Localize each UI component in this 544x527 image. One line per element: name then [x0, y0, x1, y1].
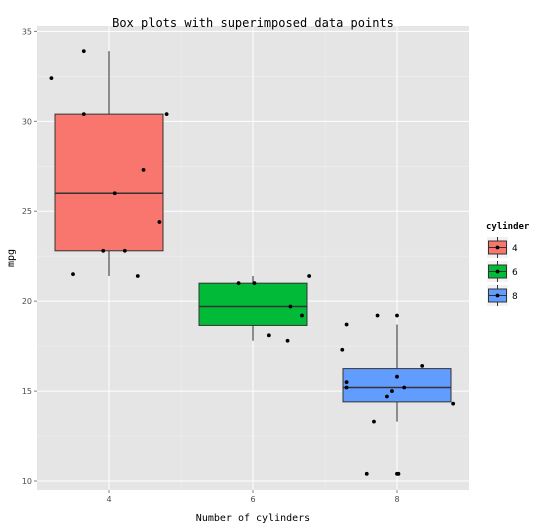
legend-label: 8: [512, 292, 518, 302]
y-tick-label: 35: [22, 27, 32, 36]
data-point: [300, 313, 304, 318]
data-point: [81, 112, 86, 117]
data-point: [307, 274, 312, 278]
legend-label: 6: [512, 268, 518, 278]
data-point: [285, 338, 290, 343]
box-8: [342, 324, 452, 422]
legend-key-point: [495, 293, 500, 298]
data-point: [344, 322, 349, 327]
x-tick-label: 6: [250, 495, 255, 504]
data-point: [344, 380, 349, 384]
legend-key-point: [495, 269, 500, 274]
data-point: [402, 385, 407, 390]
data-point: [157, 220, 162, 224]
box-4: [54, 51, 164, 276]
data-point: [288, 304, 293, 309]
legend-entry-6: 6: [487, 261, 518, 282]
data-point: [49, 76, 54, 81]
legend-key-point: [495, 245, 500, 250]
data-point: [372, 419, 376, 424]
box-body: [198, 282, 308, 326]
legend-title: cylinder: [486, 221, 530, 232]
data-point: [395, 313, 399, 318]
data-point: [141, 167, 146, 172]
data-point: [164, 112, 169, 117]
legend-entry-8: 8: [487, 285, 518, 306]
data-points: [49, 49, 456, 476]
data-point: [390, 389, 394, 393]
box-body: [54, 113, 164, 252]
data-point: [395, 374, 399, 379]
legend: cylinder 4 6 8: [486, 221, 530, 306]
data-point: [344, 385, 349, 390]
data-point: [340, 347, 345, 352]
y-tick-label: 30: [22, 117, 32, 126]
y-axis-title: mpg: [6, 249, 17, 267]
data-point: [420, 364, 425, 368]
data-point: [396, 471, 401, 476]
legend-entry-4: 4: [487, 237, 518, 258]
data-point: [375, 313, 380, 318]
x-axis-ticks: 4 6 8: [106, 490, 400, 504]
x-tick-label: 4: [106, 495, 111, 504]
box-body: [342, 368, 452, 403]
chart-title: Box plots with superimposed data points: [112, 16, 394, 30]
data-point: [252, 281, 257, 286]
data-point: [385, 394, 389, 399]
data-point: [451, 401, 456, 406]
boxes: [54, 51, 452, 422]
box-6: [198, 275, 308, 341]
data-point: [81, 49, 86, 54]
data-point: [122, 248, 127, 253]
data-point: [266, 333, 271, 338]
y-tick-label: 20: [22, 297, 32, 306]
data-point: [101, 248, 106, 253]
y-axis-ticks: 10 15 20 25 30 35: [22, 27, 37, 486]
data-point: [236, 281, 241, 286]
y-tick-label: 10: [22, 477, 32, 486]
x-axis-title: Number of cylinders: [196, 513, 310, 524]
data-point: [71, 272, 75, 277]
data-point: [135, 274, 140, 278]
x-tick-label: 8: [394, 495, 399, 504]
data-point: [364, 471, 369, 476]
data-point: [112, 191, 117, 196]
y-tick-label: 15: [22, 387, 32, 396]
y-tick-label: 25: [22, 207, 32, 216]
legend-label: 4: [512, 244, 518, 254]
